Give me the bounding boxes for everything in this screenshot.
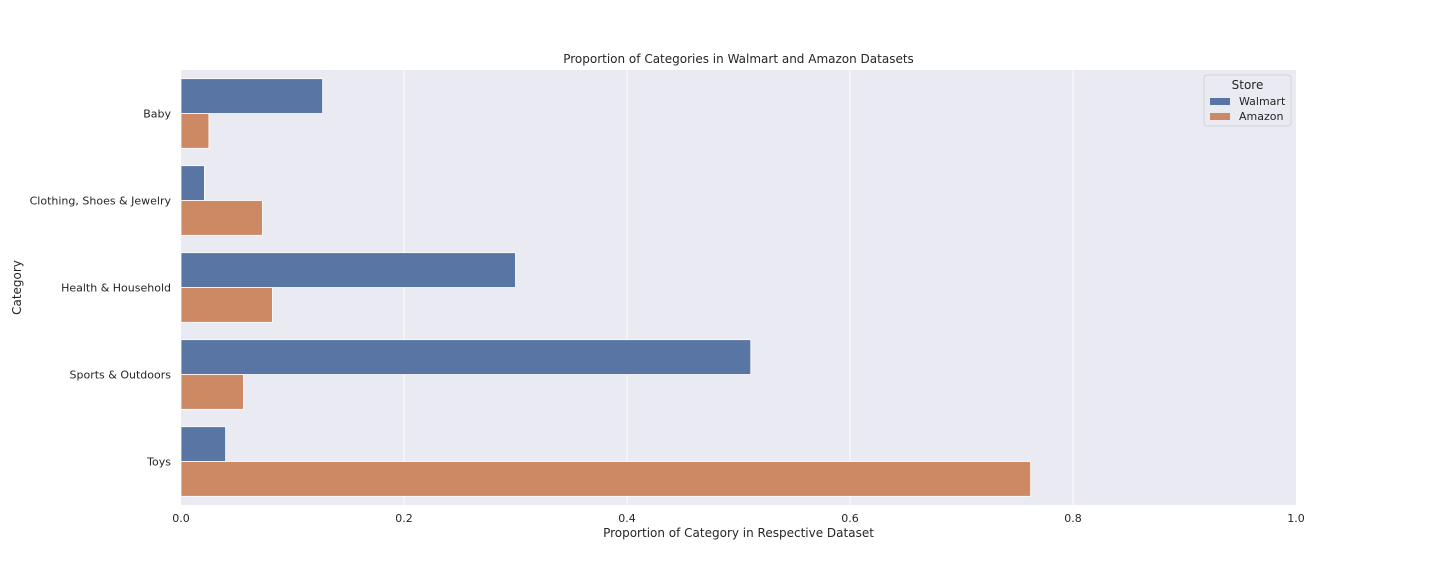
y-axis-ticks: Baby Clothing, Shoes & Jewelry Health & Ho… — [30, 108, 172, 469]
x-axis-label: Proportion of Category in Respective Dat… — [603, 526, 874, 540]
bar-walmart-4 — [180, 426, 226, 462]
legend-label-amazon: Amazon — [1239, 110, 1283, 123]
bar-amazon-0 — [180, 113, 210, 149]
y-tick-label: Baby — [143, 108, 171, 121]
x-tick-label: 0.0 — [172, 512, 190, 525]
legend-label-walmart: Walmart — [1239, 95, 1286, 108]
legend-swatch-amazon — [1210, 113, 1230, 120]
bar-amazon-3 — [180, 374, 244, 410]
legend: Store Walmart Amazon — [1203, 74, 1292, 127]
legend-swatch-walmart — [1210, 98, 1230, 105]
x-tick-label: 0.2 — [395, 512, 413, 525]
grid-lines — [403, 70, 1074, 505]
chart-title: Proportion of Categories in Walmart and … — [563, 52, 914, 66]
bar-walmart-0 — [180, 78, 324, 114]
x-axis-ticks: 0.0 0.2 0.4 0.6 0.8 1.0 — [172, 512, 1305, 525]
bars — [180, 78, 1032, 497]
y-axis-label: Category — [10, 260, 24, 315]
y-tick-label: Toys — [146, 456, 171, 469]
y-tick-label: Health & Household — [61, 282, 171, 295]
bar-walmart-3 — [180, 339, 752, 375]
bar-walmart-1 — [180, 165, 205, 201]
bar-amazon-4 — [180, 461, 1032, 497]
y-tick-label: Clothing, Shoes & Jewelry — [30, 195, 172, 208]
y-tick-label: Sports & Outdoors — [70, 369, 172, 382]
x-tick-label: 0.8 — [1064, 512, 1082, 525]
legend-title: Store — [1232, 78, 1264, 92]
bar-walmart-2 — [180, 252, 516, 288]
bar-amazon-1 — [180, 200, 263, 236]
x-tick-label: 0.6 — [841, 512, 859, 525]
bar-amazon-2 — [180, 287, 273, 323]
x-tick-label: 0.4 — [618, 512, 636, 525]
x-tick-label: 1.0 — [1287, 512, 1305, 525]
